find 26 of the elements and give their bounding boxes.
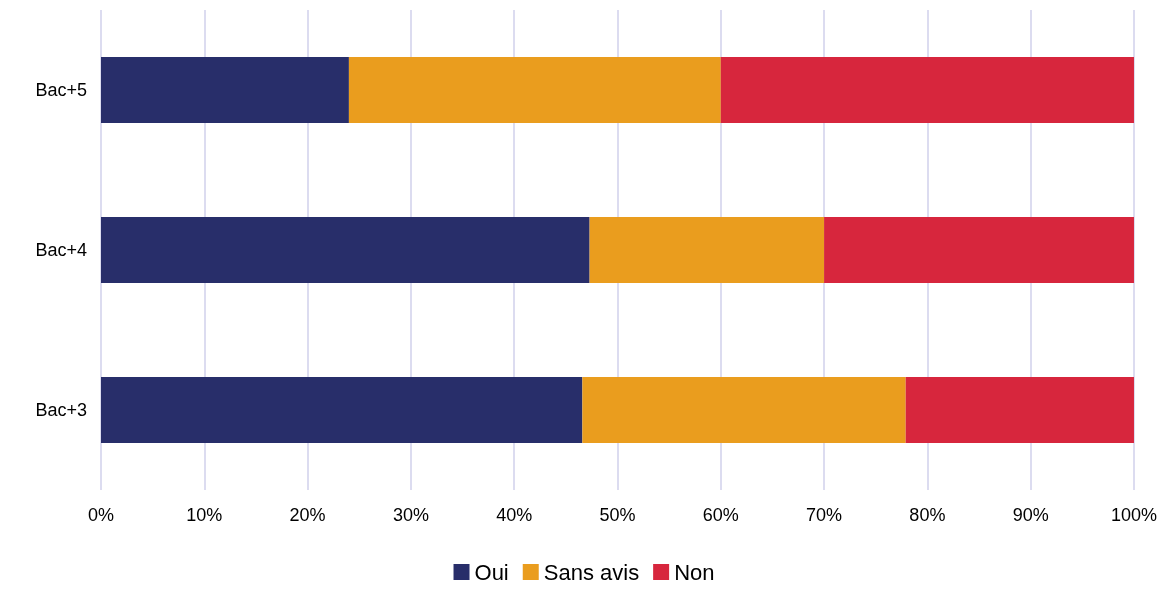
x-tick-label: 90% (1012, 505, 1049, 525)
bar (905, 377, 1134, 443)
x-tick-label: 30% (392, 505, 429, 525)
x-tick-label: 60% (702, 505, 739, 525)
bar (824, 217, 1134, 283)
bar (582, 377, 906, 443)
x-tick-label: 0% (87, 505, 115, 525)
x-tick-label: 40% (496, 505, 533, 525)
legend-label: Non (674, 559, 715, 585)
legend-label: Sans avis (543, 559, 640, 585)
bar (589, 217, 825, 283)
y-tick-label: Bac+3 (35, 400, 87, 420)
x-tick-label: 80% (909, 505, 946, 525)
legend-label: Oui (474, 559, 509, 585)
y-tick-label: Bac+4 (35, 240, 87, 260)
bar (101, 377, 583, 443)
bar (720, 57, 1134, 123)
bar (101, 217, 590, 283)
bar (348, 57, 721, 123)
x-tick-label: 10% (186, 505, 223, 525)
y-tick-label: Bac+5 (35, 80, 87, 100)
bar (101, 57, 349, 123)
x-tick-label: 50% (599, 505, 636, 525)
x-tick-label: 20% (289, 505, 326, 525)
x-tick-label: 70% (806, 505, 843, 525)
x-tick-label: 100% (1110, 505, 1157, 525)
